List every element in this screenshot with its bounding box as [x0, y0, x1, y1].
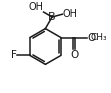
Text: F: F — [11, 50, 17, 60]
Text: OH: OH — [28, 2, 43, 12]
Text: CH₃: CH₃ — [90, 33, 107, 42]
Text: B: B — [48, 12, 56, 22]
Text: O: O — [70, 50, 78, 60]
Text: OH: OH — [63, 9, 78, 19]
Text: O: O — [87, 33, 95, 43]
